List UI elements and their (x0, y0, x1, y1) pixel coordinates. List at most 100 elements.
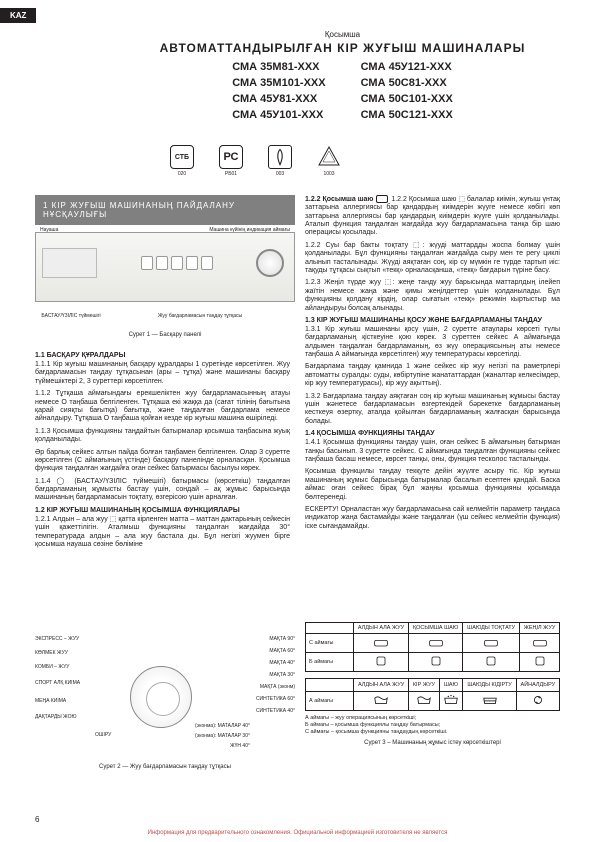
figure-caption: Сурет 2 — Жуу бағдарламасын таңдау тұтқа… (35, 764, 295, 770)
panel-button (171, 256, 183, 270)
table-header: АЙНАЛДЫРУ (516, 679, 559, 692)
paragraph: 1.2.2 Қосымша шаю 1.2.2 Қосымша шаю ⬚ ба… (305, 195, 560, 238)
cert-mark: СТБ 020 (170, 145, 194, 177)
button-icon (463, 653, 520, 672)
button-icon (520, 653, 560, 672)
dial-figure: ЭКСПРЕСС – ЖУУ КӨЛМЕК ЖУУ КОМБИ – ЖУУ СП… (35, 628, 295, 768)
panel-label: Науаша (40, 227, 58, 233)
indicator-table: АЛДЫН АЛА ЖУУ ҚОСЫМША ШАЮ ШАЮДЫ ТОҚТАТУ … (305, 622, 560, 746)
model: СМА 35М81-ХХХ (232, 61, 325, 73)
cert-icon: СТБ (170, 145, 194, 169)
figure-caption: Сурет 1 — Басқару панелі (35, 332, 295, 338)
page-number: 6 (35, 815, 39, 824)
table-notes: А аймағы – жуу операциясының көрсеткіші;… (305, 715, 560, 736)
wash-icon (354, 692, 409, 711)
dial-label: ОШІРУ (95, 732, 111, 738)
dial-label: (эконма): МАТАЛАР 30° (195, 733, 250, 739)
button-icon (409, 653, 463, 672)
panel-button (201, 256, 213, 270)
dial-label: КОМБИ – ЖУУ (35, 664, 69, 670)
model: СМА 45У81-ХХХ (232, 93, 325, 105)
table-header: АЛДЫН АЛА ЖУУ (354, 679, 409, 692)
disclaimer: Информация для предварительного ознакомл… (0, 830, 595, 836)
indicator-icon (354, 634, 409, 653)
paragraph: 1.2.2 Суы бар бакты тоқтату ⬚: жүуді мат… (305, 242, 560, 276)
table-header: ШАЮДЫ КІДІРТУ (463, 679, 516, 692)
dial-label: ЖҮН 40° (230, 743, 250, 749)
button-icon (354, 653, 409, 672)
table-header: КІР ЖУУ (409, 679, 439, 692)
model: СМА 35М101-ХХХ (232, 77, 325, 89)
model: СМА 45У121-ХХХ (361, 61, 453, 73)
dial-label: МАҚТА 30° (269, 672, 295, 678)
row-label: Б аймағы (306, 653, 354, 672)
paragraph: 1.2.3 Жеңіл түрде жуу ⬚: жеңе танду жуу … (305, 279, 560, 313)
dial-label: МАҚТА 40° (269, 660, 295, 666)
paragraph: 1.1.4 ◯ (БАСТАУ/ҮЗІЛІС түймешігі) батырм… (35, 478, 290, 503)
dial-label: СИНТЕТИКА 40° (256, 708, 295, 714)
panel-label: Машина күйінің индикация аймағы (209, 227, 290, 233)
dial-label: МАҚТА (эконм) (260, 684, 295, 690)
indicator-icon (409, 634, 463, 653)
language-tab: KAZ (0, 8, 36, 23)
subheading: 1.3 КІР ЖУҒЫШ МАШИНАНЫ ҚОСУ ЖӘНЕ БАҒДАРЛ… (305, 317, 560, 324)
cert-mark: РС РБ01 (219, 145, 243, 177)
dial-label: СИНТЕТИКА 60° (256, 696, 295, 702)
function-table: АЛДЫН АЛА ЖУУ ҚОСЫМША ШАЮ ШАЮДЫ ТОҚТАТУ … (305, 622, 560, 672)
operation-table: АЛДЫН АЛА ЖУУ КІР ЖУУ ШАЮ ШАЮДЫ КІДІРТУ … (305, 678, 560, 711)
table-header: ШАЮ (439, 679, 463, 692)
panel-button (156, 256, 168, 270)
table-header: ҚОСЫМША ШАЮ (409, 623, 463, 634)
table-header: ШАЮДЫ ТОҚТАТУ (463, 623, 520, 634)
program-knob (256, 249, 284, 277)
note: С аймағы – қосымша функцияны таңдаудың к… (305, 729, 560, 736)
section-heading: 1 КІР ЖУҒЫШ МАШИНАНЫҢ ПАЙДАЛАНУ НҰСҚАУЛЫ… (35, 195, 295, 225)
dial-label: СПОРТ АЛҚ КИІМА (35, 680, 80, 686)
supplement-label: Қосымша (130, 30, 555, 39)
cert-icon: РС (219, 145, 243, 169)
triangle-icon (317, 145, 341, 169)
page-header: Қосымша АВТОМАТТАНДЫРЫЛҒАН КІР ЖУҒЫШ МАШ… (130, 30, 555, 121)
detergent-tray (42, 248, 97, 278)
cert-label: 1003 (323, 171, 334, 177)
hold-icon (463, 692, 516, 711)
paragraph: 1.1.1 Кір жуғыш машинаның басқару құралд… (35, 361, 290, 386)
spin-icon (516, 692, 559, 711)
indicator-icon (463, 634, 520, 653)
table-header: ЖЕҢІЛ ЖУУ (520, 623, 560, 634)
cert-label: РБ01 (225, 171, 237, 177)
panel-button (186, 256, 198, 270)
dial-label: (эконма): МАТАЛАР 40° (195, 723, 250, 729)
row-label: А аймағы (306, 692, 354, 711)
dial-label: МЕҢА КИІМА (35, 698, 66, 704)
cert-label: 020 (178, 171, 186, 177)
left-column: 1.1 БАСҚАРУ ҚҰРАЛДАРЫ 1.1.1 Кір жуғыш ма… (35, 348, 290, 553)
cert-label: 003 (276, 171, 284, 177)
dial-label: ДАҚТАРДЫ ЖОЮ (35, 714, 77, 720)
panel-label: БАСТАУ/ҮЗІЛІС түймешігі (36, 313, 106, 319)
paragraph: Әр барлық сейкес алтын пайда болған таңб… (35, 449, 290, 474)
cert-mark: 1003 (317, 145, 341, 177)
model: СМА 50С121-ХХХ (361, 109, 453, 121)
certification-marks: СТБ 020 РС РБ01 003 1003 (170, 145, 341, 177)
dial-label: МАҚТА 90° (269, 636, 295, 642)
paragraph: 1.1.2 Тұтқаша аймағындағы ерекшеліктен ж… (35, 390, 290, 424)
dial-label: ЭКСПРЕСС – ЖУУ (35, 636, 79, 642)
control-panel-figure: Науаша Машина күйінің индикация аймағы Б… (35, 232, 295, 302)
model: СМА 45У101-ХХХ (232, 109, 325, 121)
cert-mark: 003 (268, 145, 292, 177)
model-list: СМА 35М81-ХХХ СМА 35М101-ХХХ СМА 45У81-Х… (130, 61, 555, 121)
paragraph: 1.1.3 Қосымша функцияны таңдайтын батырм… (35, 428, 290, 445)
leaf-icon (268, 145, 292, 169)
main-title: АВТОМАТТАНДЫРЫЛҒАН КІР ЖУҒЫШ МАШИНАЛАРЫ (130, 41, 555, 55)
indicator-icon (520, 634, 560, 653)
model: СМА 50С81-ХХХ (361, 77, 453, 89)
panel-button (141, 256, 153, 270)
panel-label: Жуу бағдарламасын таңдау тұтқасы (106, 313, 294, 319)
figure-caption: Сурет 3 – Машинаның жұмыс істеу көрсеткі… (305, 740, 560, 746)
row-label: С аймағы (306, 634, 354, 653)
rinse-icon (439, 692, 463, 711)
dial-knob (130, 666, 192, 728)
subheading: 1.2 КІР ЖУҒЫШ МАШИНАНЫҢ ҚОСЫМША ФУНКЦИЯЛ… (35, 507, 290, 514)
rinse-icon (376, 195, 388, 203)
